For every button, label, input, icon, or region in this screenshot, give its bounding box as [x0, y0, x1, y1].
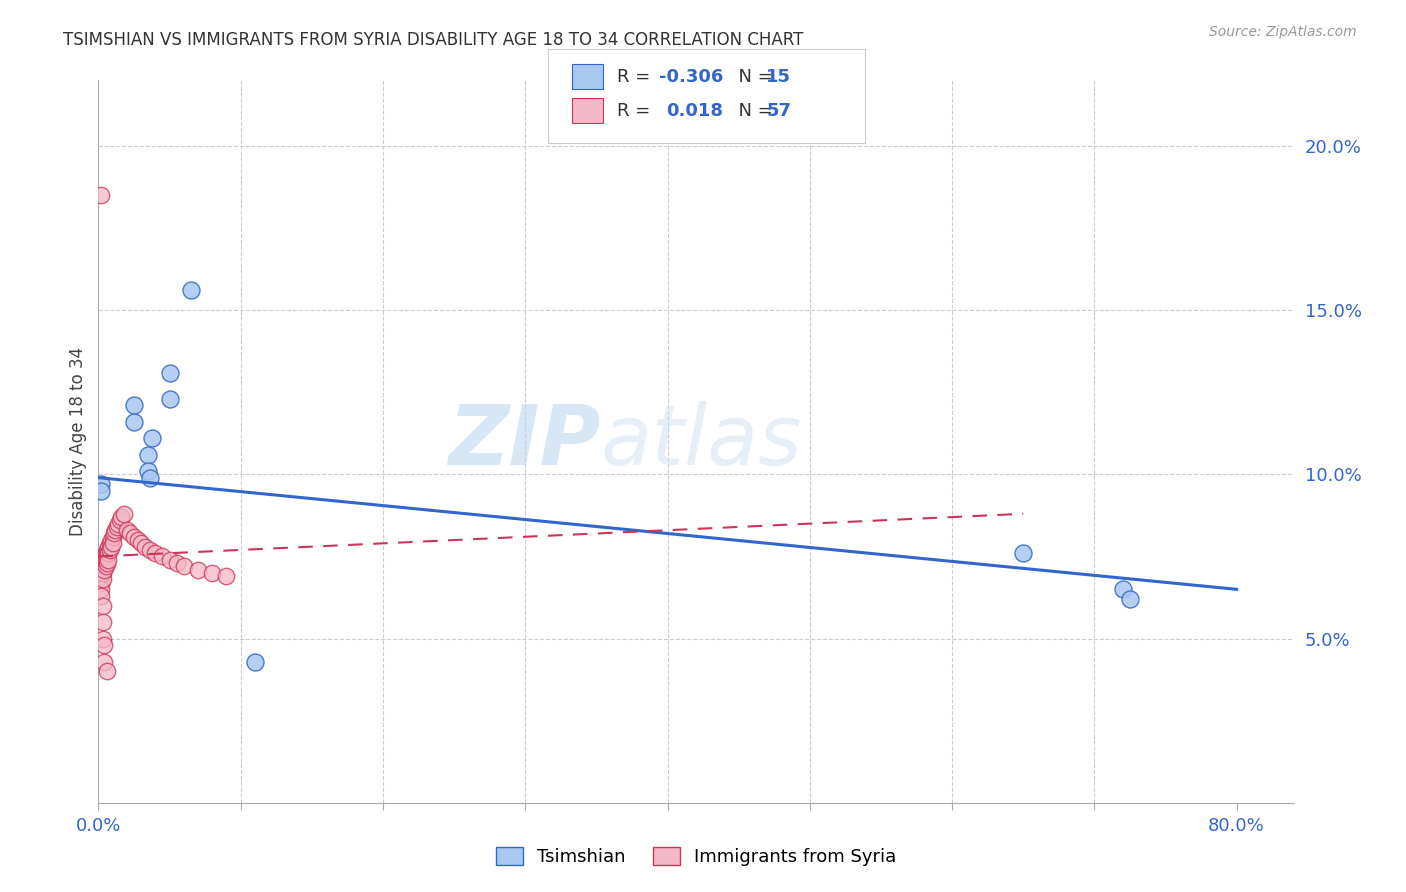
Point [91, 553, 114, 567]
Point [243, 655, 266, 669]
Point [105, 520, 128, 534]
Point [100, 533, 122, 547]
Point [112, 507, 135, 521]
Y-axis label: Disability Age 18 to 34: Disability Age 18 to 34 [69, 347, 87, 536]
Point [107, 516, 129, 531]
Text: atlas: atlas [600, 401, 801, 482]
Point [91, 566, 114, 580]
Point [91, 599, 114, 613]
Point [93, 549, 115, 564]
Text: Source: ZipAtlas.com: Source: ZipAtlas.com [1209, 25, 1357, 39]
Point [1119, 592, 1142, 607]
Point [122, 530, 145, 544]
Point [96, 549, 118, 564]
Text: R =: R = [617, 68, 657, 86]
Point [91, 573, 114, 587]
Point [98, 542, 121, 557]
Point [134, 540, 156, 554]
Point [136, 448, 159, 462]
Point [96, 665, 118, 679]
Point [166, 556, 188, 570]
Text: N =: N = [727, 68, 779, 86]
Point [1012, 546, 1035, 560]
Point [143, 546, 166, 560]
Point [96, 542, 118, 557]
Text: ZIP: ZIP [447, 401, 600, 482]
Point [100, 540, 122, 554]
Point [96, 556, 118, 570]
Point [215, 569, 238, 583]
Point [122, 415, 145, 429]
Point [115, 523, 138, 537]
Point [127, 533, 149, 547]
Point [90, 477, 112, 491]
Point [90, 188, 112, 202]
Point [90, 575, 112, 590]
Point [101, 536, 124, 550]
Point [110, 510, 132, 524]
Point [94, 546, 117, 560]
Point [122, 398, 145, 412]
Point [98, 536, 121, 550]
Text: N =: N = [727, 102, 779, 120]
Legend: Tsimshian, Immigrants from Syria: Tsimshian, Immigrants from Syria [488, 839, 904, 873]
Point [90, 483, 112, 498]
Text: -0.306: -0.306 [659, 68, 724, 86]
Point [138, 470, 160, 484]
Point [94, 553, 117, 567]
Point [141, 431, 163, 445]
Point [187, 563, 209, 577]
Point [173, 559, 195, 574]
Point [138, 542, 160, 557]
Point [97, 540, 120, 554]
Text: R =: R = [617, 102, 657, 120]
Point [93, 655, 115, 669]
Point [90, 569, 112, 583]
Point [1112, 582, 1135, 597]
Point [159, 553, 181, 567]
Point [90, 556, 112, 570]
Point [97, 546, 120, 560]
Point [104, 523, 127, 537]
Point [93, 563, 115, 577]
Point [103, 526, 125, 541]
Point [159, 392, 181, 406]
Point [93, 638, 115, 652]
Point [159, 366, 181, 380]
Point [90, 563, 112, 577]
Point [90, 589, 112, 603]
Point [118, 526, 141, 541]
Text: 57: 57 [766, 102, 792, 120]
Point [180, 284, 202, 298]
Point [94, 559, 117, 574]
Point [129, 536, 152, 550]
Text: 0.018: 0.018 [666, 102, 724, 120]
Text: TSIMSHIAN VS IMMIGRANTS FROM SYRIA DISABILITY AGE 18 TO 34 CORRELATION CHART: TSIMSHIAN VS IMMIGRANTS FROM SYRIA DISAB… [63, 31, 804, 49]
Point [108, 513, 131, 527]
Point [97, 553, 120, 567]
Point [91, 615, 114, 630]
Point [91, 632, 114, 646]
Point [91, 559, 114, 574]
Point [201, 566, 224, 580]
Point [136, 464, 159, 478]
Point [93, 556, 115, 570]
Point [90, 582, 112, 597]
Text: 15: 15 [766, 68, 792, 86]
Point [152, 549, 174, 564]
Point [101, 530, 124, 544]
